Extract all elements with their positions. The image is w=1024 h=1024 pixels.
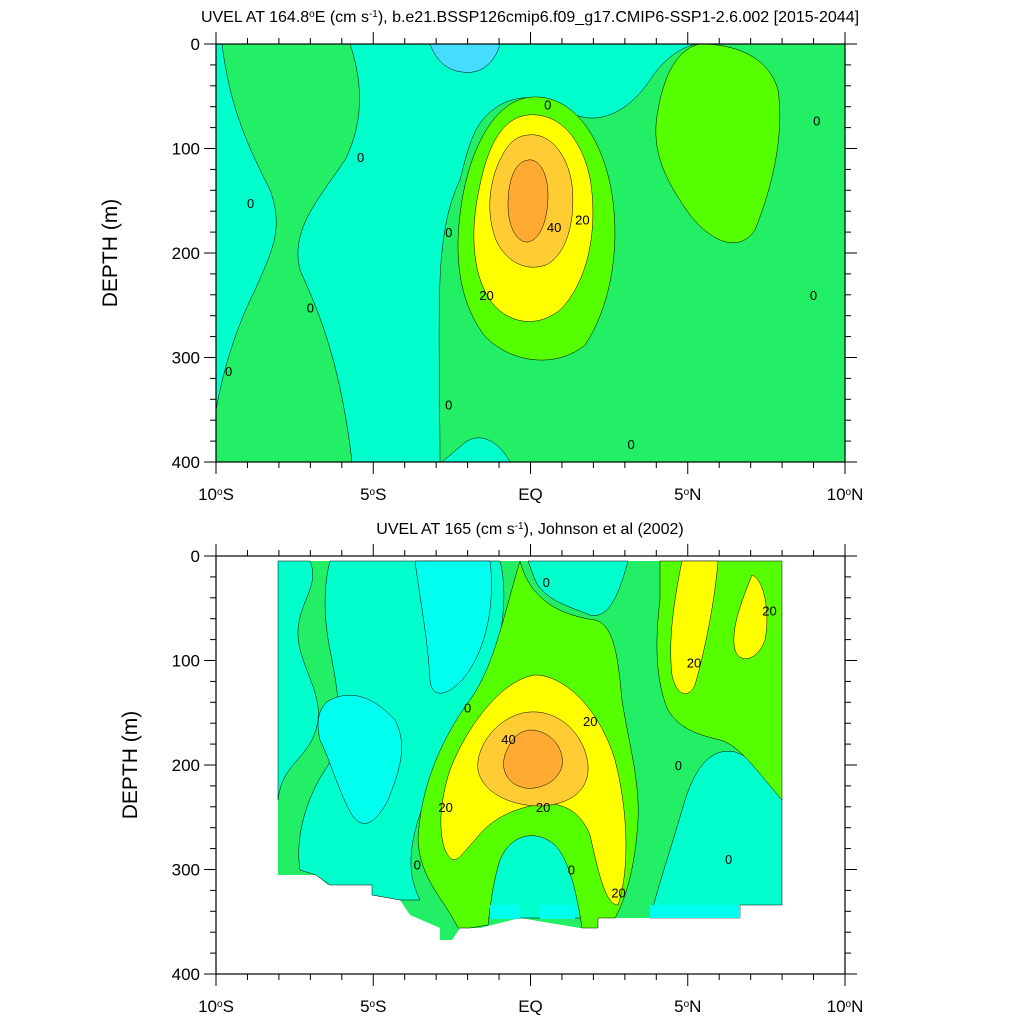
- obs-ytick-label: 0: [191, 547, 200, 566]
- panel-model-title: UVEL AT 164.8oE (cm s-1), b.e21.BSSP126c…: [201, 9, 859, 27]
- model-title-part: o: [309, 9, 315, 20]
- contour-region-40: [507, 159, 549, 243]
- obs-xtick-label: 5oS: [360, 997, 386, 1016]
- contour-region-obs-deep-cyan: [490, 905, 520, 919]
- model-contour-label: 0: [225, 364, 232, 379]
- contour-fills-obs: [277, 560, 783, 940]
- model-contour-label: 0: [810, 288, 817, 303]
- obs-xtick-label: EQ: [518, 997, 543, 1016]
- model-contour-label: 40: [547, 220, 561, 235]
- model-ytick-label: 200: [172, 244, 200, 263]
- panel-model-ylabel: DEPTH (m): [99, 199, 122, 308]
- model-ytick-label: 400: [172, 453, 200, 472]
- obs-contour-label: 20: [611, 885, 625, 900]
- model-ytick-label: 300: [172, 349, 200, 368]
- obs-contour-label: 20: [687, 656, 701, 671]
- panel-obs: UVEL AT 165 (cm s-1), Johnson et al (200…: [172, 521, 864, 1017]
- model-xtick-label: 10oN: [827, 485, 864, 504]
- model-contour-label: 0: [445, 398, 452, 413]
- obs-contour-label: 20: [583, 714, 597, 729]
- panel-model: UVEL AT 164.8oE (cm s-1), b.e21.BSSP126c…: [172, 9, 864, 505]
- model-title-part: -1: [369, 9, 378, 20]
- contour-region-obs-westward-core: [414, 560, 492, 694]
- panel-obs-contour-labels: 0 20 20 0 20 40 0 20 20 0 0 0 20: [414, 575, 777, 900]
- contour-region-obs-deep-cyan-b: [540, 905, 575, 919]
- model-contour-label: 0: [307, 300, 314, 315]
- model-ytick-label: 0: [191, 35, 200, 54]
- contour-region-obs-east-20b: [733, 574, 768, 659]
- model-xtick-label: 10oS: [198, 485, 234, 504]
- model-title-part: E (cm s: [315, 9, 369, 26]
- obs-contour-label: 20: [536, 800, 550, 815]
- obs-xtick-label: 5oN: [674, 997, 701, 1016]
- obs-contour-label: 0: [464, 701, 471, 716]
- model-contour-label: 0: [544, 98, 551, 113]
- obs-contour-label: 20: [438, 800, 452, 815]
- contour-fills-model: [216, 44, 845, 462]
- obs-title-part: ), Johnson et al (2002): [524, 521, 684, 538]
- obs-contour-label: 0: [725, 852, 732, 867]
- obs-xtick-label: 10oN: [827, 997, 864, 1016]
- model-contour-label: 20: [479, 288, 493, 303]
- panel-model-contour-labels: 0 0 0 0 0 0 0 0 0 0 40 20 20: [225, 98, 820, 453]
- obs-ytick-label: 400: [172, 965, 200, 984]
- contour-region-obs-west-negative: [277, 560, 319, 801]
- obs-contour-label: 0: [414, 857, 421, 872]
- model-title-part: ), b.e21.BSSP126cmip6.f09_g17.CMIP6-SSP1…: [378, 9, 859, 26]
- model-contour-label: 0: [628, 437, 635, 452]
- model-contour-label: 0: [813, 113, 820, 128]
- contour-region-surface-westward: [429, 44, 501, 73]
- obs-contour-label: 0: [543, 575, 550, 590]
- model-contour-label: 0: [247, 196, 254, 211]
- contour-region-obs-east-20: [670, 560, 719, 694]
- obs-xtick-label: 10oS: [198, 997, 234, 1016]
- model-contour-label: 20: [575, 213, 589, 228]
- model-contour-label: 0: [357, 150, 364, 165]
- contour-region-obs-deep-cyan-c: [650, 905, 740, 918]
- panel-obs-ylabel: DEPTH (m): [119, 711, 142, 820]
- obs-ytick-label: 100: [172, 652, 200, 671]
- contour-region-obs-negative-center-east: [527, 560, 629, 616]
- panel-obs-title: UVEL AT 165 (cm s-1), Johnson et al (200…: [376, 521, 683, 539]
- contour-region-obs-westward-blob: [317, 694, 402, 824]
- obs-ytick-label: 200: [172, 756, 200, 775]
- obs-ytick-label: 300: [172, 861, 200, 880]
- model-xtick-label: EQ: [518, 485, 543, 504]
- model-xtick-label: 5oN: [674, 485, 701, 504]
- model-title-part: UVEL AT 164.8: [201, 9, 309, 26]
- model-ytick-label: 100: [172, 140, 200, 159]
- obs-title-part: UVEL AT 165 (cm s: [376, 521, 514, 538]
- model-contour-label: 0: [445, 225, 452, 240]
- obs-title-part: -1: [515, 521, 524, 532]
- contour-region-east-10: [655, 44, 781, 243]
- obs-contour-label: 20: [762, 603, 776, 618]
- contour-region-obs-40: [503, 729, 563, 789]
- model-xtick-label: 5oS: [360, 485, 386, 504]
- obs-contour-label: 40: [501, 732, 515, 747]
- obs-contour-label: 0: [675, 758, 682, 773]
- obs-contour-label: 0: [568, 863, 575, 878]
